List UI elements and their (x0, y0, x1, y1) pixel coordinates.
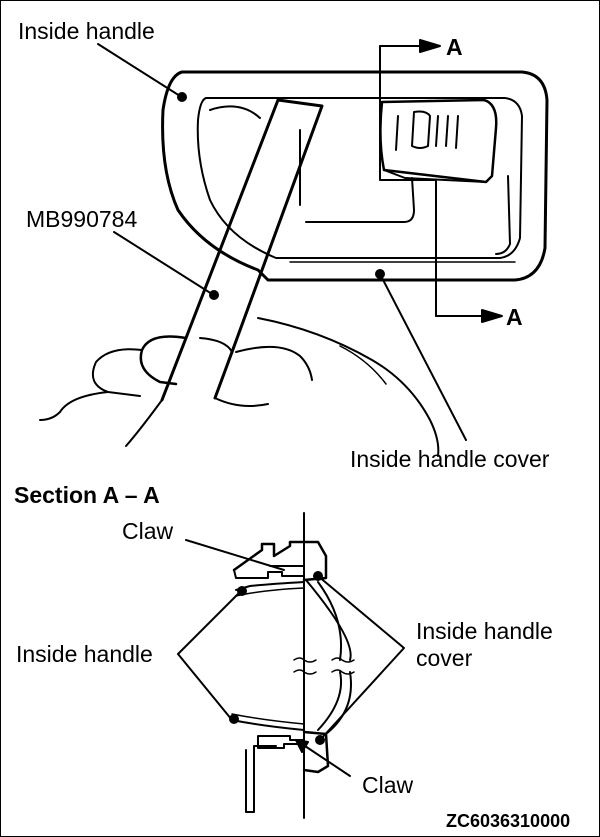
handle-bezel (161, 70, 549, 282)
section-marker-upper: A (446, 34, 463, 60)
label-cover-line1: Inside handle (416, 618, 553, 644)
figure-code: ZC6036310000 (446, 811, 571, 831)
label-cover-line2: cover (416, 645, 473, 671)
label-inside-handle-top: Inside handle (18, 18, 155, 44)
label-inside-handle-section: Inside handle (16, 641, 153, 667)
tool-mb990784 (160, 98, 324, 402)
section-heading: Section A – A (14, 482, 160, 508)
section-view (231, 512, 355, 819)
hand (39, 317, 440, 457)
handle-lever (379, 98, 498, 184)
label-claw-top: Claw (122, 518, 174, 544)
label-claw-bottom: Claw (362, 772, 414, 798)
section-line-a (379, 39, 503, 323)
section-marker-lower: A (506, 304, 523, 330)
leader-lines-section (177, 539, 405, 777)
label-inside-handle-cover-top: Inside handle cover (350, 446, 550, 472)
label-tool-number: MB990784 (26, 206, 138, 232)
leader-lines-top (97, 43, 467, 441)
